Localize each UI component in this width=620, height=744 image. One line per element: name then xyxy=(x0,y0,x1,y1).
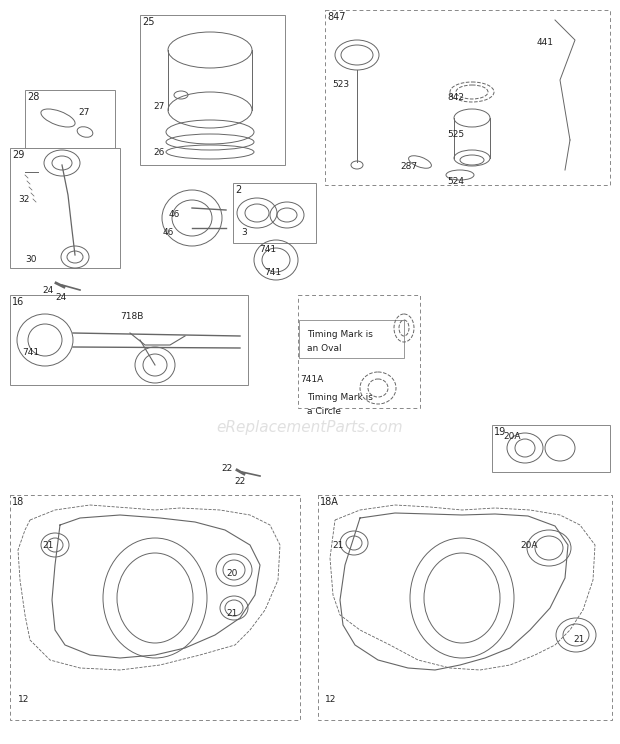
Text: 20A: 20A xyxy=(520,541,538,550)
Bar xyxy=(492,425,610,472)
Bar xyxy=(10,295,248,385)
Text: eReplacementParts.com: eReplacementParts.com xyxy=(216,420,404,435)
Text: 525: 525 xyxy=(447,130,464,139)
Text: 287: 287 xyxy=(400,162,417,171)
Text: 20A: 20A xyxy=(503,432,521,441)
Bar xyxy=(298,295,420,408)
Text: Timing Mark is: Timing Mark is xyxy=(307,393,373,402)
Text: 25: 25 xyxy=(142,17,154,27)
Text: Timing Mark is: Timing Mark is xyxy=(307,330,373,339)
Text: 718B: 718B xyxy=(120,312,143,321)
Bar xyxy=(299,320,404,358)
Text: 741: 741 xyxy=(22,348,39,357)
Text: 26: 26 xyxy=(153,148,164,157)
Text: 524: 524 xyxy=(447,177,464,186)
Bar xyxy=(25,90,115,148)
Text: a Circle: a Circle xyxy=(307,407,341,416)
Text: 441: 441 xyxy=(537,38,554,47)
Text: 24: 24 xyxy=(42,286,53,295)
Text: 19: 19 xyxy=(494,427,507,437)
Bar xyxy=(233,183,316,243)
Text: 842: 842 xyxy=(447,93,464,102)
Text: 741A: 741A xyxy=(300,375,323,384)
Text: 22: 22 xyxy=(234,477,246,486)
Text: 18A: 18A xyxy=(320,497,339,507)
Text: 18: 18 xyxy=(12,497,24,507)
Text: 21: 21 xyxy=(226,609,237,618)
Text: 741: 741 xyxy=(264,268,281,277)
Text: 24: 24 xyxy=(55,293,66,302)
Text: 2: 2 xyxy=(235,185,241,195)
Text: 21: 21 xyxy=(42,541,53,550)
Text: 32: 32 xyxy=(18,195,29,204)
Text: 27: 27 xyxy=(78,108,89,117)
Bar xyxy=(325,10,610,185)
Bar xyxy=(318,495,612,720)
Text: 12: 12 xyxy=(18,695,29,704)
Text: 20: 20 xyxy=(226,569,237,578)
Text: 46: 46 xyxy=(169,210,180,219)
Text: 30: 30 xyxy=(25,255,37,264)
Text: 847: 847 xyxy=(327,12,345,22)
Text: 22: 22 xyxy=(221,464,232,473)
Text: 21: 21 xyxy=(573,635,585,644)
Bar xyxy=(140,15,285,165)
Text: 29: 29 xyxy=(12,150,24,160)
Text: 3: 3 xyxy=(241,228,247,237)
Text: 16: 16 xyxy=(12,297,24,307)
Text: 27: 27 xyxy=(153,102,164,111)
Text: 12: 12 xyxy=(325,695,337,704)
Text: 523: 523 xyxy=(332,80,349,89)
Text: 46: 46 xyxy=(163,228,174,237)
Bar xyxy=(10,148,120,268)
Bar xyxy=(10,495,300,720)
Text: 21: 21 xyxy=(332,541,343,550)
Text: an Oval: an Oval xyxy=(307,344,342,353)
Text: 741: 741 xyxy=(259,245,276,254)
Text: 28: 28 xyxy=(27,92,40,102)
